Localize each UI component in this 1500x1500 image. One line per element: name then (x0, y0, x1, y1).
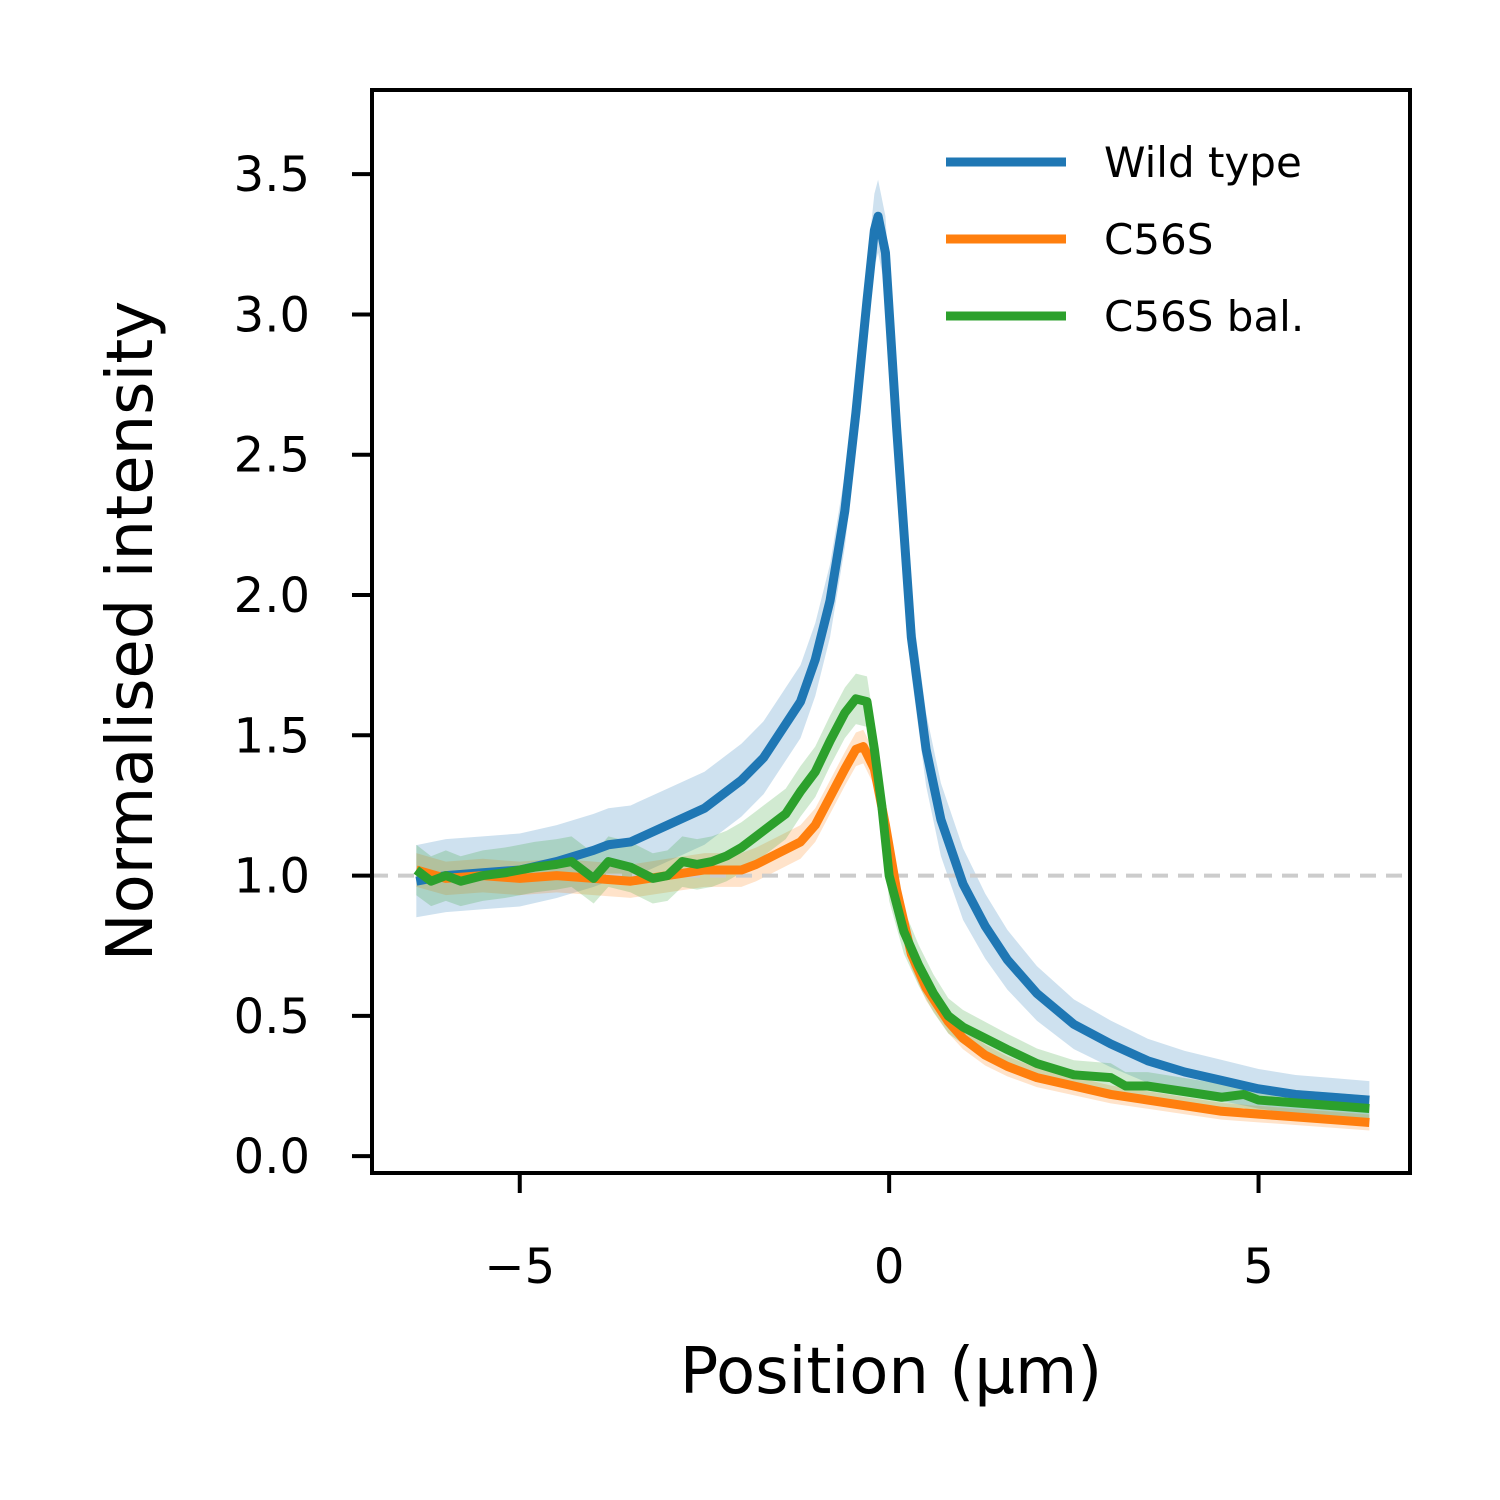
x-axis-title: Position (µm) (680, 1335, 1103, 1409)
x-axis: −5 0 5 (484, 1173, 1274, 1295)
legend-label-c56s-bal: C56S bal. (1104, 292, 1304, 341)
y-tick-label: 3.5 (234, 147, 310, 203)
x-tick-label: 0 (874, 1239, 905, 1295)
legend-label-wild-type: Wild type (1104, 138, 1302, 187)
y-tick-label: 2.5 (234, 428, 310, 484)
c56s-bal-line (413, 694, 1370, 1113)
y-tick-label: 0.0 (234, 1129, 310, 1185)
y-axis-title: Normalised intensity (94, 301, 168, 962)
legend-label-c56s: C56S (1104, 215, 1213, 264)
y-tick-label: 1.5 (234, 708, 310, 764)
y-tick-label: 3.0 (234, 287, 310, 343)
wild-type-line (415, 211, 1370, 1105)
x-tick-label: −5 (484, 1239, 555, 1295)
series-lines (413, 211, 1370, 1127)
y-tick-label: 0.5 (234, 989, 310, 1045)
y-axis: 0.0 0.5 1.0 1.5 2.0 2.5 3.0 3.5 (234, 147, 372, 1185)
x-tick-label: 5 (1243, 1239, 1274, 1295)
y-tick-label: 1.0 (234, 849, 310, 905)
y-tick-label: 2.0 (234, 568, 310, 624)
legend: Wild type C56S C56S bal. (946, 138, 1304, 341)
